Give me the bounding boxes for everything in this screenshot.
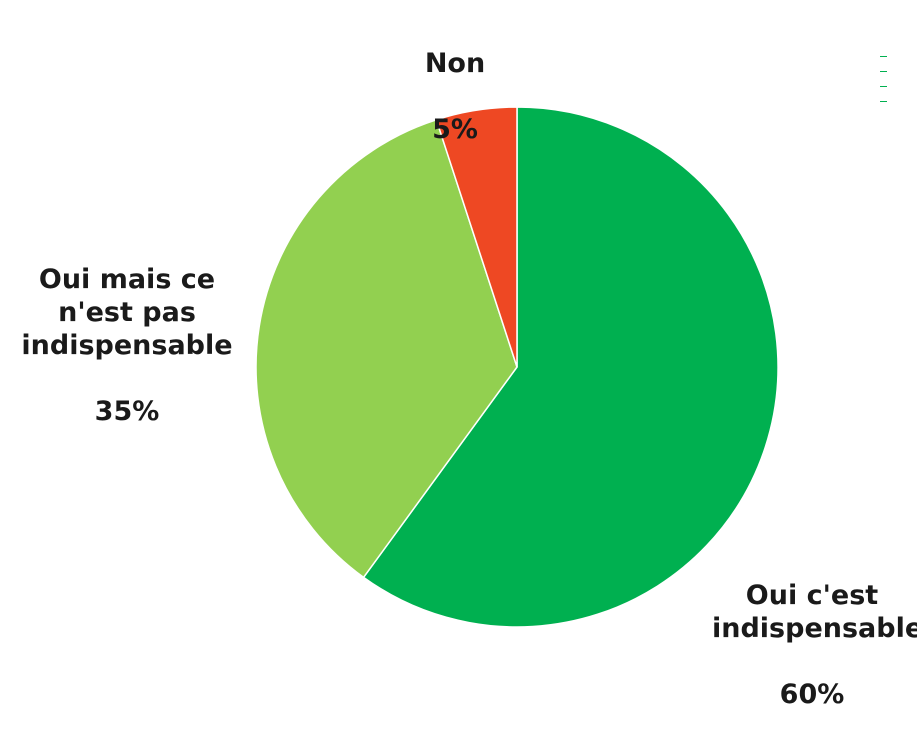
slice-percent: 60%: [779, 679, 845, 710]
slice-label-oui-mais: Oui mais ce n'est pas indispensable 35%: [2, 230, 252, 461]
slice-name: Non: [424, 48, 486, 79]
legend-stub-mark: [880, 56, 887, 57]
slice-name: Oui mais ce n'est pas indispensable: [21, 264, 233, 361]
slice-label-non: Non 5%: [400, 14, 510, 179]
legend-stub-mark: [880, 101, 887, 102]
legend-stub-mark: [880, 86, 887, 87]
pie-chart: [255, 106, 779, 628]
slice-name: Oui c'est indispensable: [712, 580, 917, 644]
slice-percent: 35%: [94, 396, 160, 427]
pie-slice-1: [255, 118, 518, 579]
legend-stub-mark: [880, 71, 887, 72]
slice-percent: 5%: [432, 114, 478, 145]
chart-canvas: Oui c'est indispensable 60% Oui mais ce …: [2, 14, 917, 710]
legend-stub-marks: [880, 56, 887, 116]
pie-slice-2: [435, 106, 518, 368]
slice-label-oui-indispensable: Oui c'est indispensable 60%: [712, 546, 917, 744]
pie-slice-0: [362, 106, 779, 628]
